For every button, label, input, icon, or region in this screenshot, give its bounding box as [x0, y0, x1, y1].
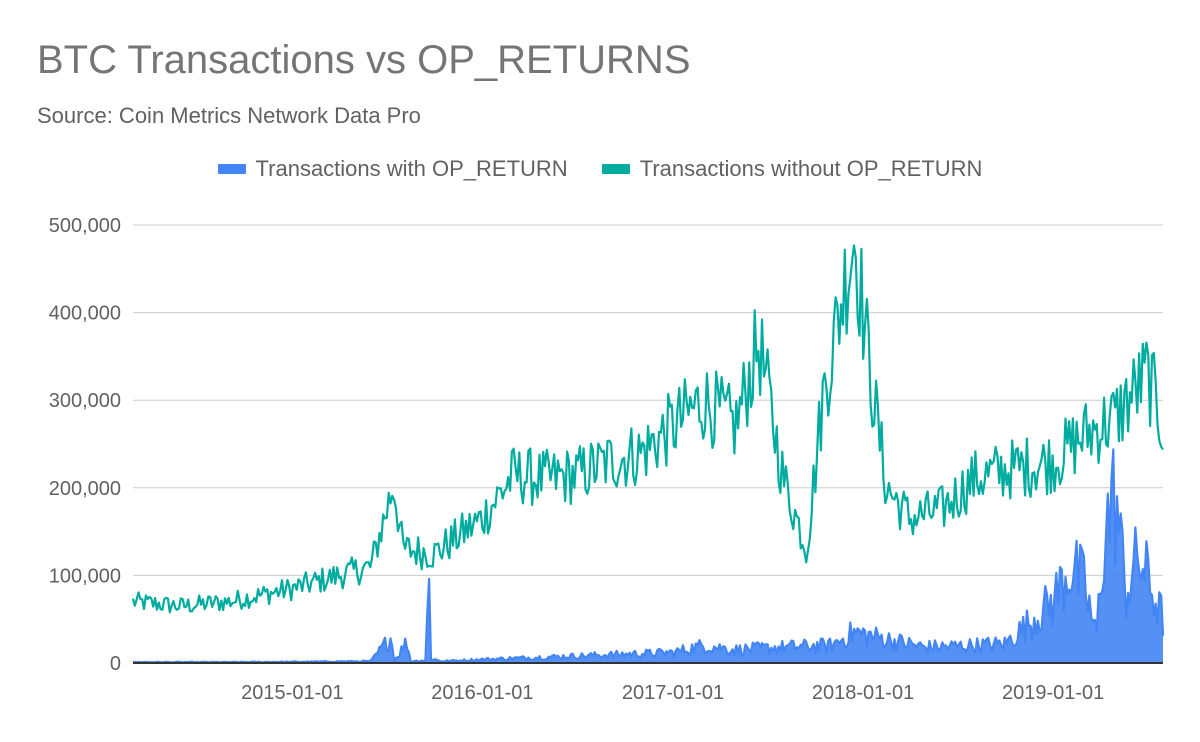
legend-item-without-op-return[interactable]: Transactions without OP_RETURN	[601, 156, 983, 182]
x-tick-label: 2016-01-01	[431, 682, 533, 704]
chart-subtitle: Source: Coin Metrics Network Data Pro	[37, 103, 421, 128]
x-tick-label: 2018-01-01	[812, 682, 914, 704]
y-tick-label: 400,000	[49, 303, 121, 325]
x-tick-label: 2019-01-01	[1002, 682, 1104, 704]
y-tick-label: 100,000	[49, 565, 121, 587]
legend-swatch-without-op-return	[601, 164, 630, 174]
x-tick-label: 2015-01-01	[241, 682, 343, 704]
legend-label-without-op-return: Transactions without OP_RETURN	[639, 156, 983, 181]
series-fill-with-op-return	[133, 449, 1163, 663]
chart-title: BTC Transactions vs OP_RETURNS	[37, 38, 691, 82]
y-tick-label: 200,000	[49, 478, 121, 500]
y-tick-label: 0	[110, 653, 121, 675]
legend-item-with-op-return[interactable]: Transactions with OP_RETURN	[217, 156, 568, 182]
x-tick-label: 2017-01-01	[622, 682, 724, 704]
chart-legend: Transactions with OP_RETURN Transactions…	[0, 156, 1200, 182]
y-tick-label: 500,000	[49, 215, 121, 237]
legend-swatch-with-op-return	[217, 164, 246, 174]
y-tick-label: 300,000	[49, 390, 121, 412]
series-line-1	[131, 244, 1164, 614]
legend-label-with-op-return: Transactions with OP_RETURN	[255, 156, 568, 181]
